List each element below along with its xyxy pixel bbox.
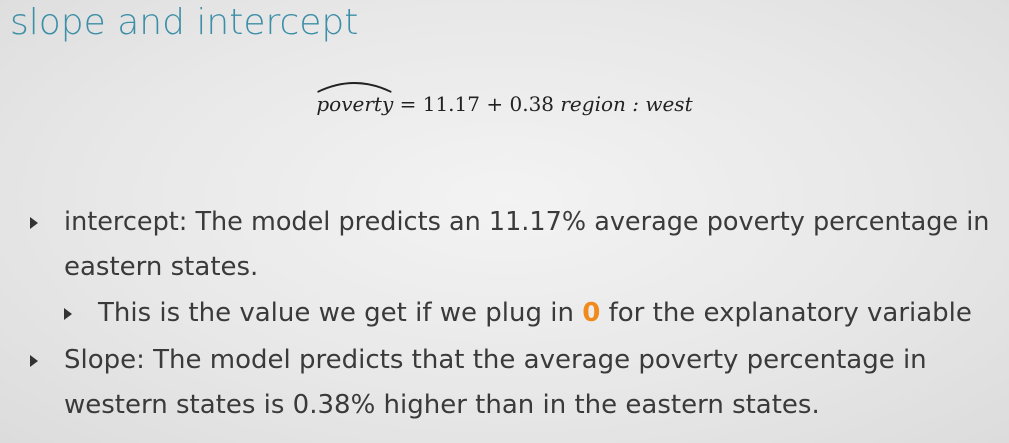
equation-response: poverty: [316, 92, 394, 116]
equation-slope: 0.38: [509, 92, 555, 116]
bullet-slope-line2: western states is 0.38% higher than in t…: [64, 390, 820, 420]
sub-text-suffix: for the explanatory variable: [600, 298, 972, 328]
equation-intercept: 11.17: [422, 92, 480, 116]
equation-equals: =: [399, 92, 417, 116]
hat-icon: [317, 82, 392, 93]
bullet-marker-2: [30, 355, 38, 367]
bullet-marker-1: [30, 217, 38, 229]
bullet-intercept-line2: eastern states.: [64, 252, 259, 282]
slide-title: slope and intercept: [10, 2, 359, 43]
bullet-marker-sub: [64, 308, 72, 320]
regression-equation: poverty = 11.17 + 0.38 region : west: [0, 82, 1009, 116]
equation-variable: region : west: [560, 92, 693, 116]
sub-text-prefix: This is the value we get if we plug in: [98, 298, 583, 328]
sub-text-highlight: 0: [582, 298, 601, 328]
equation-lhs: poverty: [316, 82, 394, 116]
bullet-intercept-line1: intercept: The model predicts an 11.17% …: [64, 207, 990, 237]
bullet-slope-line1: Slope: The model predicts that the avera…: [64, 345, 927, 375]
equation-plus: +: [486, 92, 504, 116]
bullet-sub-text: This is the value we get if we plug in 0…: [98, 291, 972, 336]
